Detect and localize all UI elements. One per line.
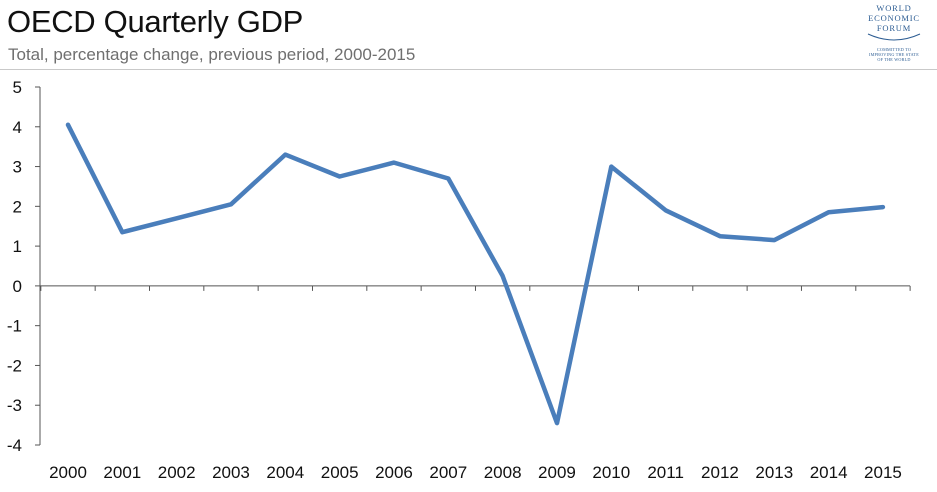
x-tick-label: 2005	[321, 463, 359, 482]
y-tick-label: -3	[7, 396, 22, 415]
x-tick-label: 2002	[158, 463, 196, 482]
chart-title: OECD Quarterly GDP	[7, 4, 304, 39]
x-tick-label: 2006	[375, 463, 413, 482]
x-tick-label: 2015	[864, 463, 902, 482]
y-tick-label: -1	[7, 317, 22, 336]
y-tick-label: 1	[13, 237, 22, 256]
y-tick-label: 0	[13, 277, 22, 296]
logo-word-1: WORLD	[876, 3, 912, 13]
y-tick-label: 5	[13, 78, 22, 97]
y-tick-label: 3	[13, 158, 22, 177]
y-axis: 5 4 3 2 1 0 -1 -2 -3 -4	[7, 78, 41, 455]
logo-tagline-1: COMMITTED TO	[876, 47, 912, 52]
logo-tagline-2: IMPROVING THE STATE	[869, 52, 919, 57]
x-tick-label: 2012	[701, 463, 739, 482]
x-tick-label: 2003	[212, 463, 250, 482]
logo-word-3: FORUM	[876, 23, 912, 33]
y-tick-label: -2	[7, 356, 22, 375]
x-tick-label: 2007	[429, 463, 467, 482]
x-tick-label: 2011	[647, 463, 684, 482]
x-tick-label: 2001	[103, 463, 141, 482]
y-tick-label: 4	[13, 118, 22, 137]
series-group	[65, 122, 886, 426]
x-tick-label: 2010	[592, 463, 630, 482]
logo-word-2: ECONOMIC	[868, 13, 920, 23]
x-tick-label: 2004	[266, 463, 304, 482]
logo-tagline-3: OF THE WORLD	[877, 57, 911, 62]
x-tick-label: 2008	[484, 463, 522, 482]
x-tick-label: 2000	[49, 463, 87, 482]
y-tick-label: -4	[7, 436, 22, 455]
x-tick-label: 2014	[810, 463, 848, 482]
x-tick-label: 2013	[755, 463, 793, 482]
header-divider	[0, 69, 937, 70]
chart-subtitle: Total, percentage change, previous perio…	[8, 45, 416, 64]
x-tick-label: 2009	[538, 463, 576, 482]
x-axis: 2000 2001 2002 2003 2004 2005 2006 2007 2008 2009…	[40, 285, 911, 482]
wef-logo: WORLD ECONOMIC FORUM COMMITTED TO IMPROV…	[858, 3, 930, 65]
logo-arc-icon	[867, 33, 921, 41]
y-tick-label: 2	[13, 197, 22, 216]
series-line	[65, 122, 886, 426]
